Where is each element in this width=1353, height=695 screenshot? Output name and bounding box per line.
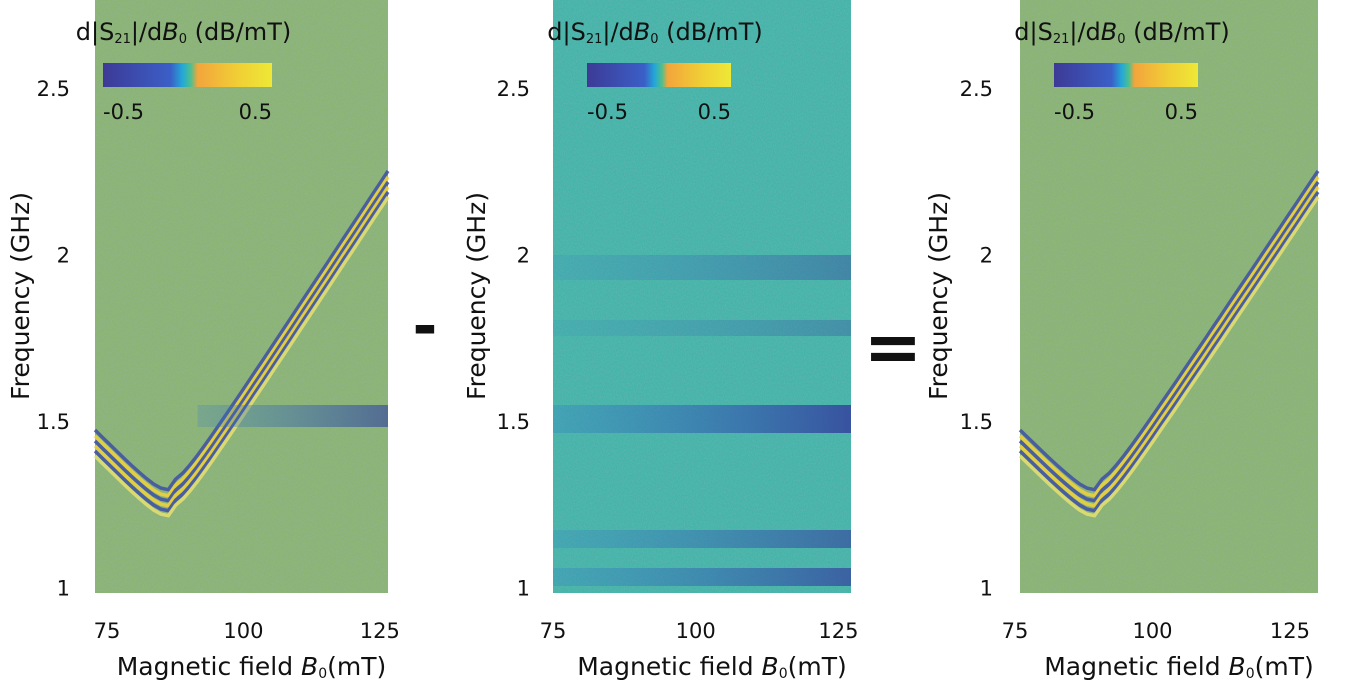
x-axis-title: Magnetic field B0(mT) [577, 652, 847, 682]
x-tick-label: 100 [1132, 619, 1172, 643]
y-axis-title: Frequency (GHz) [924, 192, 953, 400]
y-tick-label: 1 [517, 577, 530, 601]
x-tick-label: 75 [540, 619, 567, 643]
y-axis-title: Frequency (GHz) [6, 192, 35, 400]
y-tick-label: 2.5 [37, 77, 70, 101]
text-part: 21 [114, 32, 131, 47]
y-tick-label: 1 [57, 577, 70, 601]
text-part: 0 [179, 32, 187, 47]
y-tick-label: 2 [57, 244, 70, 268]
resonance-stripe [1018, 181, 1320, 503]
text-part: B [1101, 18, 1117, 46]
y-tick-label: 2.5 [960, 77, 993, 101]
resonance-stripe [1018, 196, 1320, 518]
text-part: (dB/mT) [659, 18, 763, 46]
resonance-stripe [93, 181, 390, 503]
mode-band [553, 320, 851, 336]
x-tick-label: 75 [1002, 619, 1029, 643]
text-part: 21 [1053, 32, 1070, 47]
operator-minus: - [413, 292, 438, 362]
heatmap-noise [1020, 0, 1318, 593]
y-tick-label: 2.5 [497, 77, 530, 101]
resonance-stripe [1018, 170, 1320, 492]
y-tick-label: 1.5 [497, 410, 530, 434]
text-part: (mT) [1255, 652, 1314, 681]
text-part: Magnetic field [117, 652, 301, 681]
colorbar [587, 63, 731, 87]
heatmap-noise [95, 0, 388, 593]
mode-band [553, 530, 851, 548]
mode-band [553, 405, 851, 433]
x-tick-label: 125 [818, 619, 858, 643]
text-part: B [1229, 652, 1246, 681]
text-part: (dB/mT) [187, 18, 291, 46]
colorbar-tick-label: 0.5 [1165, 100, 1198, 124]
y-axis-title: Frequency (GHz) [462, 192, 491, 400]
resonance-stripe [93, 170, 390, 492]
text-part: (mT) [327, 652, 386, 681]
colorbar [1054, 63, 1198, 87]
text-part: B [301, 652, 318, 681]
resonance-stripe [93, 176, 390, 498]
colorbar-tick-label: -0.5 [103, 100, 144, 124]
resonance-stripe [1018, 176, 1320, 498]
colorbar-title: d|S21|/dB0 (dB/mT) [1014, 18, 1229, 47]
mode-band [553, 255, 851, 280]
colorbar-tick-label: 0.5 [698, 100, 731, 124]
resonance-stripe [1018, 191, 1320, 513]
x-tick-label: 100 [676, 619, 716, 643]
y-tick-label: 1.5 [960, 410, 993, 434]
text-part: |/d [602, 18, 633, 46]
colorbar-title: d|S21|/dB0 (dB/mT) [547, 18, 762, 47]
mode-band [197, 405, 388, 427]
text-part: 0 [318, 666, 327, 682]
colorbar-tick-label: -0.5 [1054, 100, 1095, 124]
text-part: (dB/mT) [1126, 18, 1230, 46]
resonance-stripe [1018, 186, 1320, 508]
text-part: Magnetic field [577, 652, 761, 681]
text-part: d|S [76, 18, 115, 46]
colorbar-title: d|S21|/dB0 (dB/mT) [76, 18, 291, 47]
operator-equals: = [864, 306, 923, 388]
x-tick-label: 100 [223, 619, 263, 643]
text-part: |/d [1069, 18, 1100, 46]
x-axis-title: Magnetic field B0(mT) [117, 652, 387, 682]
x-axis-title: Magnetic field B0(mT) [1044, 652, 1314, 682]
mode-band [553, 568, 851, 586]
text-part: |/d [131, 18, 162, 46]
colorbar [103, 63, 272, 87]
text-part: d|S [547, 18, 586, 46]
text-part: B [762, 652, 779, 681]
text-part: B [634, 18, 650, 46]
heatmap-noise [553, 0, 851, 593]
x-tick-label: 75 [94, 619, 121, 643]
text-part: Magnetic field [1044, 652, 1228, 681]
y-tick-label: 2 [980, 244, 993, 268]
text-part: 0 [779, 666, 788, 682]
text-part: 0 [650, 32, 658, 47]
text-part: 0 [1117, 32, 1125, 47]
colorbar-tick-label: 0.5 [239, 100, 272, 124]
x-tick-label: 125 [1270, 619, 1310, 643]
text-part: 0 [1246, 666, 1255, 682]
y-tick-label: 1 [980, 577, 993, 601]
text-part: B [162, 18, 178, 46]
text-part: d|S [1014, 18, 1053, 46]
y-tick-label: 2 [517, 244, 530, 268]
colorbar-tick-label: -0.5 [587, 100, 628, 124]
y-tick-label: 1.5 [37, 410, 70, 434]
x-tick-label: 125 [360, 619, 400, 643]
text-part: (mT) [788, 652, 847, 681]
text-part: 21 [586, 32, 603, 47]
